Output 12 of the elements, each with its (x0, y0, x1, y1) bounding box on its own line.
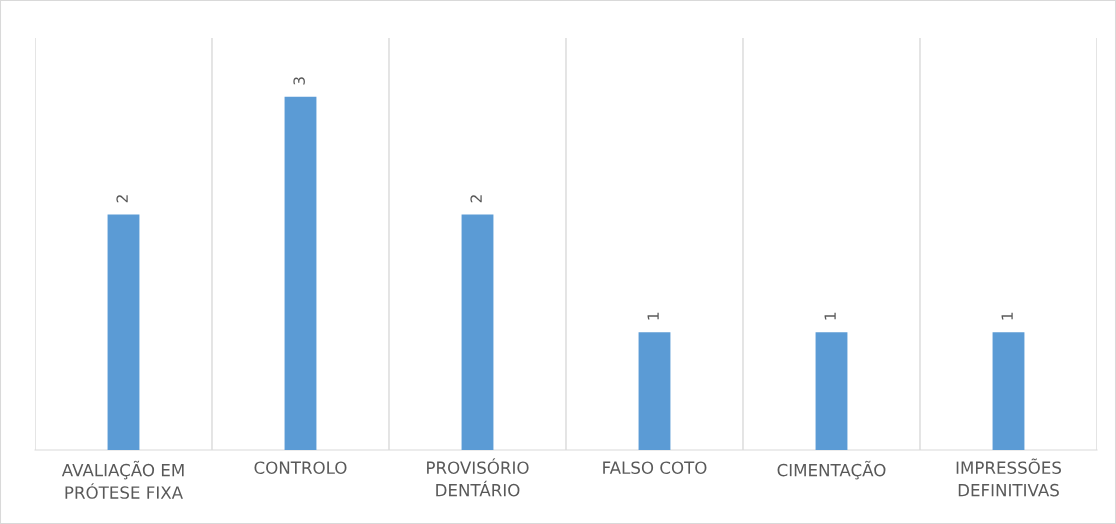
data-label: 1 (824, 312, 836, 320)
x-tick-label: CIMENTAÇÃO (777, 460, 886, 480)
data-label: 2 (470, 195, 482, 203)
x-tick-label: CONTROLO (254, 461, 347, 475)
data-label: 3 (293, 77, 305, 85)
data-label: 1 (647, 312, 659, 320)
x-tick-label: PROVISÓRIO DENTÁRIO (427, 458, 529, 497)
data-label: 1 (1001, 312, 1013, 320)
x-tick-label: IMPRESSÕES DEFINITIVAS (956, 458, 1061, 497)
x-tick-label: AVALIAÇÃO EM PRÓTESE FIXA (61, 460, 184, 499)
x-tick-label: FALSO COTO (603, 461, 707, 475)
data-label: 2 (116, 195, 128, 203)
